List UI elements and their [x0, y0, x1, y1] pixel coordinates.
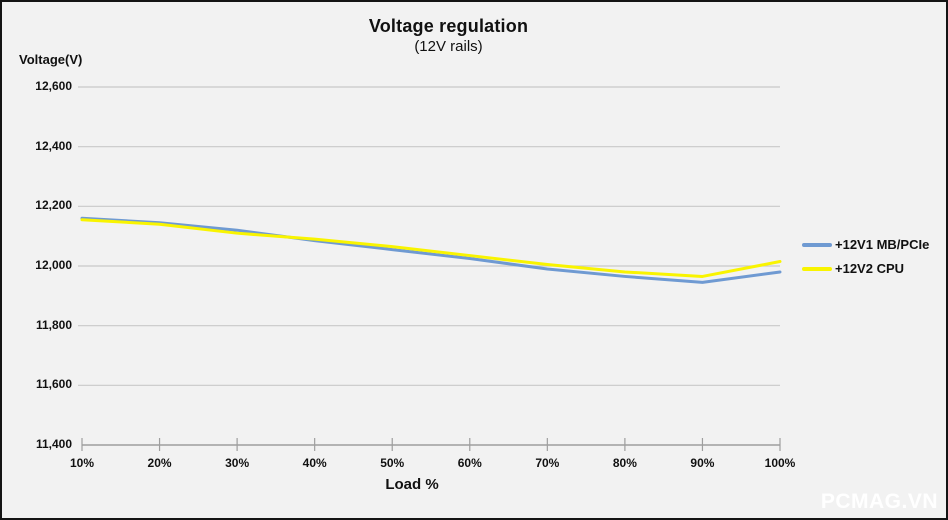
chart-subtitle: (12V rails) — [414, 38, 483, 55]
legend-entry: +12V1 MB/PCIe — [802, 237, 929, 252]
x-tick-label: 10% — [69, 456, 95, 470]
x-tick-label: 80% — [612, 456, 637, 470]
y-tick-label: 12,400 — [35, 138, 72, 153]
x-axis-title: Load % — [385, 476, 439, 493]
y-axis-title: Voltage(V) — [19, 52, 83, 67]
chart-title: Voltage regulation — [368, 16, 529, 36]
x-tick-label: 60% — [457, 456, 482, 470]
chart-title-block: Voltage regulation (12V rails) — [2, 16, 895, 55]
legend-label: +12V1 MB/PCIe — [835, 237, 930, 252]
legend: +12V1 MB/PCIe +12V2 CPU — [802, 237, 929, 276]
y-tick-label: 12,200 — [35, 198, 72, 213]
legend-line-swatch — [802, 266, 832, 271]
x-tick-label: 70% — [535, 456, 560, 470]
x-tick-label: 90% — [690, 456, 715, 470]
legend-entry: +12V2 CPU — [802, 261, 929, 276]
watermark: PCMAG.VN — [820, 490, 938, 513]
y-tick-label: 11,800 — [35, 317, 72, 332]
series-line--12v2-cpu — [80, 218, 782, 278]
y-tick-label: 12,600 — [35, 79, 72, 93]
legend-label: +12V2 CPU — [835, 261, 905, 276]
y-tick-label: 11,600 — [35, 377, 72, 392]
legend-line-swatch — [802, 242, 832, 247]
y-tick-label: 11,400 — [35, 437, 72, 451]
x-tick-label: 20% — [147, 456, 172, 470]
series-line--12v1-mb-pcie — [80, 216, 782, 284]
x-tick-label: 30% — [225, 456, 250, 470]
x-tick-label: 50% — [380, 456, 405, 470]
y-tick-label: 12,000 — [35, 258, 72, 272]
x-tick-label: 100% — [764, 456, 796, 470]
x-tick-label: 40% — [302, 456, 327, 470]
